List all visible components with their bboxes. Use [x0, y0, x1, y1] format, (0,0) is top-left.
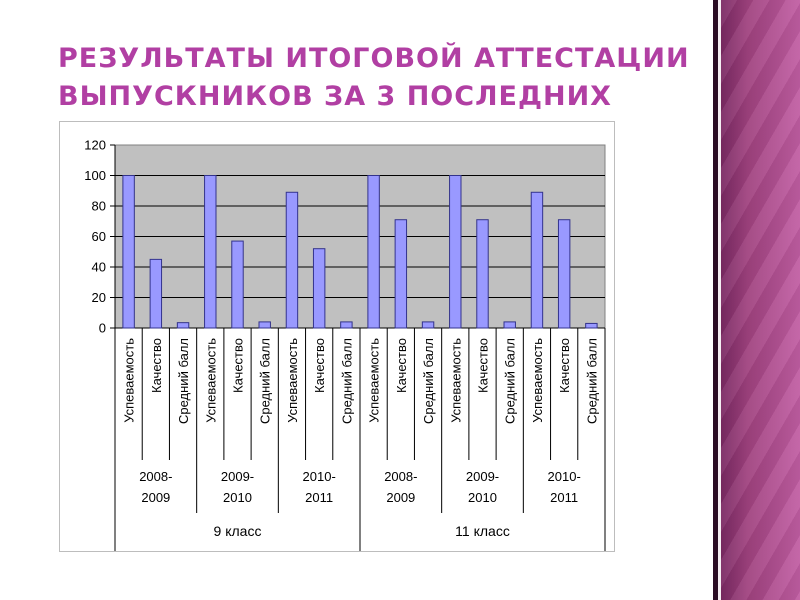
year-label-line2: 2009	[386, 490, 415, 505]
class-label: 9 класс	[214, 523, 262, 539]
bar	[421, 321, 435, 329]
bar	[176, 322, 190, 329]
bar	[258, 321, 271, 329]
bar	[122, 175, 135, 329]
bar	[557, 219, 571, 329]
y-tick-label: 0	[99, 321, 106, 336]
x-tick-label: Качество	[394, 338, 409, 393]
bar	[312, 248, 326, 329]
year-label-line2: 2011	[305, 490, 333, 505]
y-tick-label: 80	[92, 199, 106, 214]
class-label: 11 класс	[455, 523, 510, 539]
year-label-line1: 2009-	[221, 469, 254, 484]
y-tick-label: 100	[84, 168, 106, 183]
bar	[149, 258, 163, 329]
bar	[231, 240, 244, 329]
y-tick-label: 120	[84, 138, 106, 153]
slide-title-line-1: РЕЗУЛЬТАТЫ ИТОГОВОЙ АТТЕСТАЦИИ	[58, 43, 690, 74]
year-label-line2: 2010	[223, 490, 252, 505]
year-label-line1: 2010-	[548, 469, 581, 484]
x-tick-label: Средний балл	[176, 338, 191, 424]
bar	[367, 175, 380, 329]
bar	[585, 322, 598, 329]
year-label-line1: 2009-	[466, 469, 499, 484]
bar	[394, 219, 408, 329]
x-tick-label: Успеваемость	[367, 338, 382, 423]
year-label-line1: 2008-	[384, 469, 417, 484]
x-tick-label: Средний балл	[421, 338, 436, 424]
year-label-line2: 2011	[550, 490, 578, 505]
x-tick-label: Качество	[476, 338, 491, 393]
bar	[503, 321, 516, 329]
x-tick-label: Успеваемость	[122, 338, 137, 423]
year-label-line1: 2010-	[303, 469, 336, 484]
x-tick-label: Успеваемость	[285, 338, 300, 423]
bar	[449, 175, 462, 329]
x-tick-label: Средний балл	[584, 338, 599, 424]
bar	[204, 175, 217, 329]
year-label-line1: 2008-	[139, 469, 172, 484]
year-label-line2: 2010	[468, 490, 497, 505]
side-band-pattern	[721, 0, 800, 600]
x-tick-label: Качество	[149, 338, 164, 393]
y-tick-label: 20	[92, 290, 106, 305]
x-tick-label: Качество	[312, 338, 327, 393]
x-tick-label: Средний балл	[258, 338, 273, 424]
x-tick-label: Качество	[557, 338, 572, 393]
x-tick-label: Средний балл	[503, 338, 518, 424]
x-tick-label: Средний балл	[339, 338, 354, 424]
x-tick-label: Качество	[231, 338, 246, 393]
y-tick-label: 40	[92, 260, 106, 275]
y-tick-label: 60	[92, 229, 106, 244]
x-tick-label: Успеваемость	[448, 338, 463, 423]
bar	[530, 191, 544, 329]
bar	[340, 321, 353, 329]
x-tick-label: Успеваемость	[530, 338, 545, 423]
year-label-line2: 2009	[141, 490, 170, 505]
decorative-side-band	[713, 0, 800, 600]
bar	[476, 219, 489, 329]
x-tick-label: Успеваемость	[203, 338, 218, 423]
bar	[285, 191, 299, 329]
